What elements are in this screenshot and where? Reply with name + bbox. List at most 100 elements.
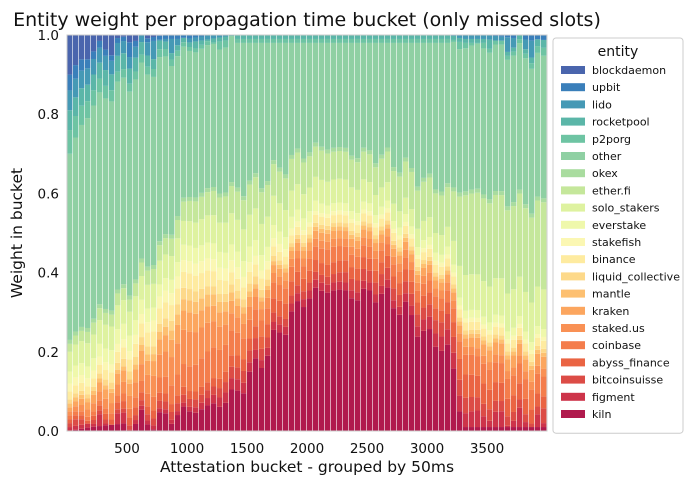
- bar-segment-bitcoinsuisse: [511, 412, 516, 421]
- legend-label-rocketpool: rocketpool: [592, 116, 650, 129]
- bar-segment-kraken: [379, 234, 384, 242]
- bar-segment-bitcoinsuisse: [391, 288, 396, 300]
- bar-segment-everstake: [469, 310, 474, 318]
- bar-segment-coinbase: [157, 378, 162, 393]
- legend-swatch-coinbase: [561, 341, 585, 349]
- bar-segment-mantle: [169, 330, 174, 339]
- bar-segment-mantle: [445, 270, 450, 274]
- bar-segment-other: [85, 118, 90, 328]
- bar-segment-everstake: [151, 308, 156, 321]
- bar-segment-binance: [469, 322, 474, 330]
- bar-segment-everstake: [451, 265, 456, 273]
- bar-segment-staked.us: [523, 371, 528, 379]
- bar-segment-stakefish: [79, 375, 84, 383]
- bar-segment-coinbase: [277, 285, 282, 301]
- bar-segment-staked.us: [127, 396, 132, 409]
- bar-segment-solo_stakers: [421, 221, 426, 240]
- bar-segment-kraken: [385, 228, 390, 236]
- bar-segment-everstake: [223, 253, 228, 269]
- bar-segment-liquid_collective: [403, 234, 408, 238]
- bar-segment-everstake: [277, 232, 282, 244]
- bar-segment-abyss_finance: [151, 411, 156, 419]
- legend-swatch-everstake: [561, 221, 585, 229]
- bar-segment-p2porg: [151, 69, 156, 77]
- bar-segment-ether.fi: [283, 178, 288, 210]
- bar-segment-p2porg: [457, 42, 462, 49]
- bar-segment-stakefish: [319, 213, 324, 217]
- bar-segment-bitcoinsuisse: [451, 337, 456, 353]
- bar-segment-mantle: [229, 292, 234, 300]
- legend-label-solo_stakers: solo_stakers: [592, 202, 660, 215]
- bar-segment-solo_stakers: [415, 229, 420, 247]
- bar-segment-kiln: [169, 424, 174, 431]
- bar-segment-everstake: [235, 252, 240, 268]
- bar-segment-other: [145, 75, 150, 267]
- bar-segment-solo_stakers: [301, 194, 306, 218]
- bar-segment-okex: [277, 168, 282, 172]
- bar-segment-figment: [415, 326, 420, 336]
- bar-segment-bitcoinsuisse: [175, 403, 180, 411]
- bar-segment-abyss_finance: [97, 405, 102, 410]
- bar-segment-liquid_collective: [505, 351, 510, 355]
- bar-segment-okex: [205, 188, 210, 192]
- bar-segment-kiln: [343, 290, 348, 431]
- bar-segment-staked.us: [445, 282, 450, 290]
- bar-segment-p2porg: [379, 39, 384, 43]
- legend: entity blockdaemonupbitlidorocketpoolp2p…: [553, 38, 683, 433]
- bar-segment-okex: [541, 198, 546, 202]
- bar-segment-solo_stakers: [169, 256, 174, 280]
- bar-segment-figment: [265, 348, 270, 356]
- bar-segment-kraken: [313, 231, 318, 239]
- bar-segment-stakefish: [331, 211, 336, 215]
- bar-segment-coinbase: [115, 395, 120, 402]
- bar-segment-mantle: [121, 366, 126, 370]
- bar-segment-rocketpool: [445, 35, 450, 39]
- bar-segment-ether.fi: [325, 154, 330, 182]
- bar-segment-solo_stakers: [295, 184, 300, 209]
- bar-segment-okex: [217, 194, 222, 198]
- bar-segment-other: [241, 43, 246, 196]
- bar-segment-binance: [511, 340, 516, 348]
- bar-segment-mantle: [541, 353, 546, 357]
- bar-segment-solo_stakers: [409, 209, 414, 226]
- bar-segment-liquid_collective: [223, 294, 228, 302]
- bar-segment-ether.fi: [439, 195, 444, 235]
- bar-segment-lido: [187, 38, 192, 42]
- bar-segment-coinbase: [313, 247, 318, 260]
- bar-segment-p2porg: [367, 39, 372, 43]
- bar-segment-kraken: [337, 230, 342, 238]
- bar-segment-kraken: [409, 254, 414, 262]
- bar-segment-lido: [529, 41, 534, 58]
- bar-segment-okex: [169, 235, 174, 239]
- legend-swatch-kraken: [561, 307, 585, 315]
- bar-segment-staked.us: [121, 382, 126, 394]
- bar-segment-mantle: [481, 340, 486, 344]
- bar-segment-upbit: [175, 35, 180, 39]
- bar-segment-everstake: [91, 358, 96, 370]
- bar-segment-staked.us: [265, 298, 270, 308]
- bar-segment-okex: [337, 147, 342, 151]
- bar-segment-rocketpool: [349, 35, 354, 39]
- legend-swatch-okex: [561, 169, 585, 177]
- bar-segment-rocketpool: [193, 41, 198, 48]
- bar-segment-bitcoinsuisse: [223, 382, 228, 392]
- bar-segment-kiln: [145, 424, 150, 431]
- bar-segment-bitcoinsuisse: [73, 419, 78, 426]
- bar-segment-binance: [115, 352, 120, 363]
- bar-segment-coinbase: [487, 370, 492, 390]
- bar-segment-coinbase: [337, 246, 342, 260]
- bar-segment-p2porg: [109, 90, 114, 101]
- bar-segment-ether.fi: [499, 195, 504, 278]
- bar-segment-bitcoinsuisse: [235, 367, 240, 379]
- bar-segment-binance: [403, 226, 408, 234]
- bar-segment-staked.us: [187, 332, 192, 367]
- bar-segment-binance: [439, 267, 444, 275]
- bar-segment-solo_stakers: [343, 180, 348, 204]
- bar-segment-bitcoinsuisse: [211, 386, 216, 394]
- bar-segment-mantle: [373, 239, 378, 243]
- bar-segment-okex: [211, 187, 216, 191]
- bar-segment-rocketpool: [331, 35, 336, 39]
- bar-segment-liquid_collective: [367, 223, 372, 227]
- bar-segment-bitcoinsuisse: [253, 338, 258, 350]
- bar-segment-upbit: [535, 35, 540, 39]
